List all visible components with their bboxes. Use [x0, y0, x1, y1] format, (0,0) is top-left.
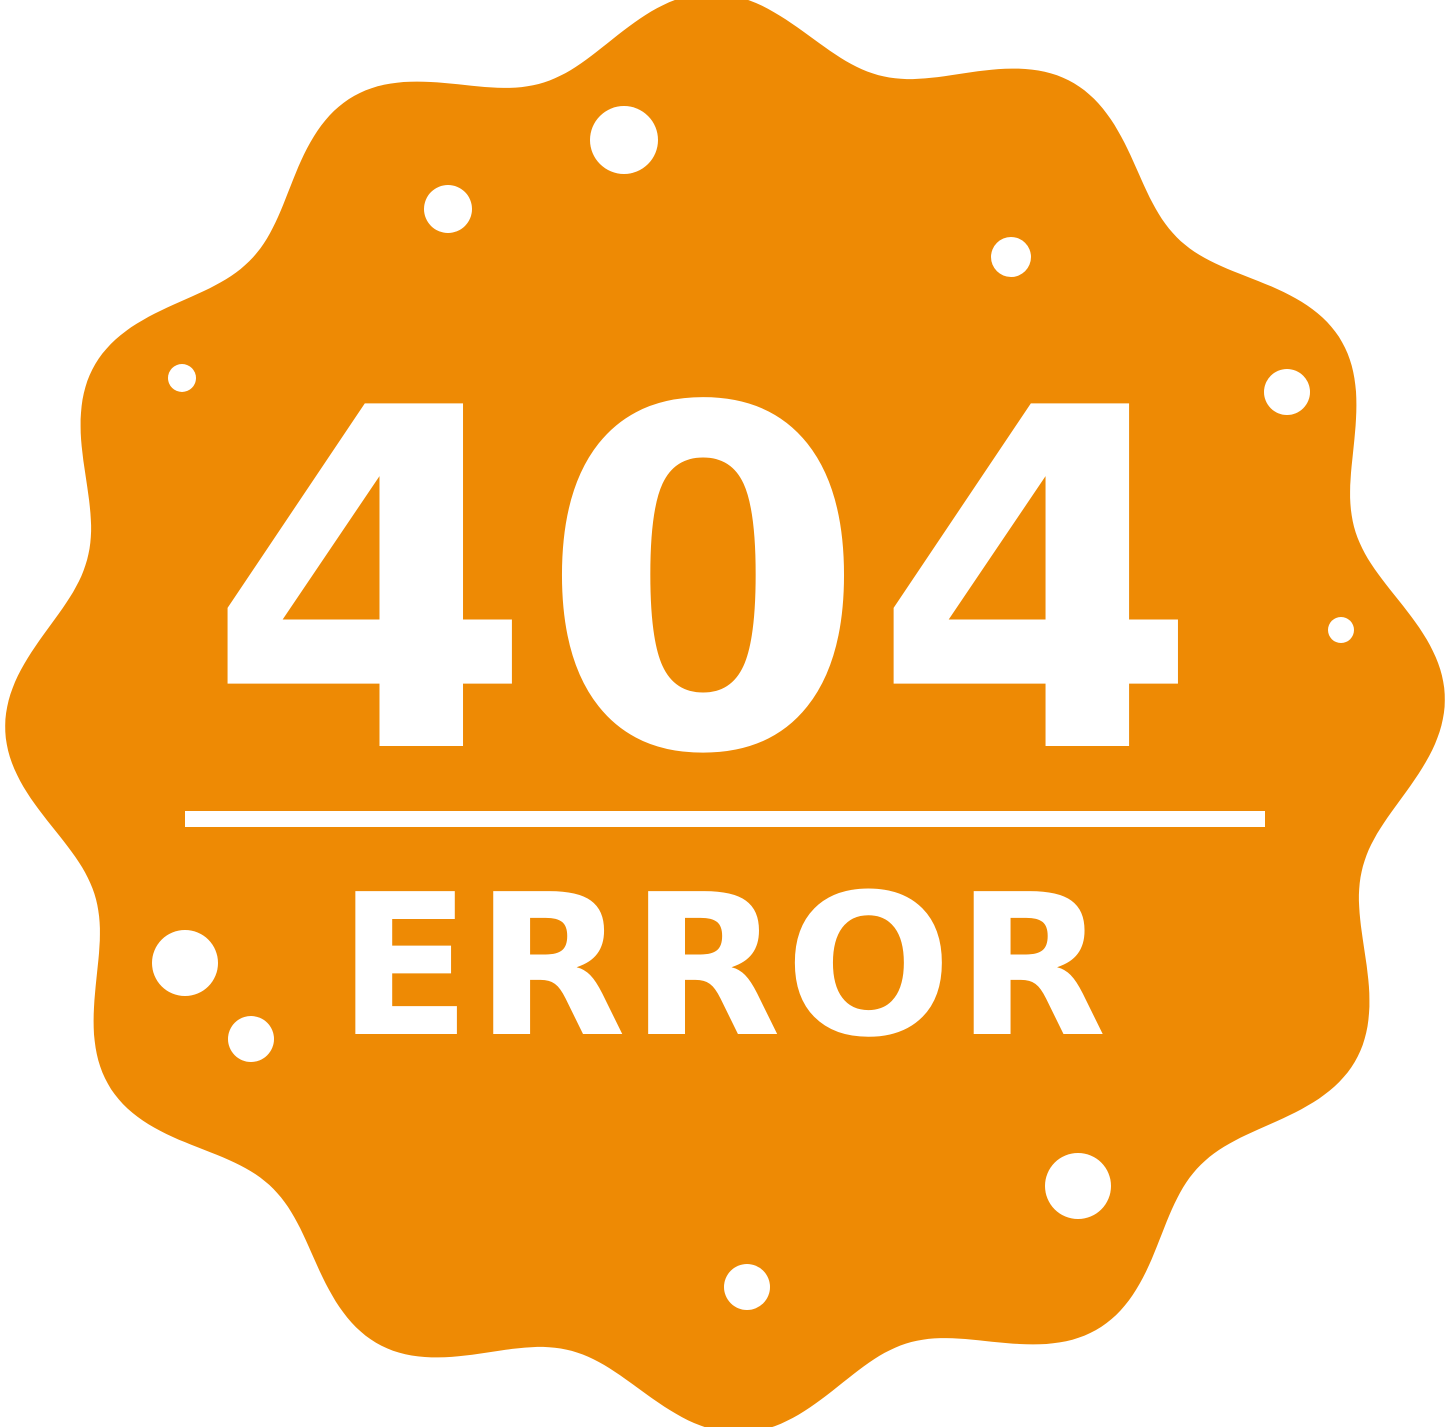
- error-code: 404: [206, 310, 1205, 857]
- dot-icon: [228, 1016, 274, 1062]
- dot-icon: [991, 237, 1031, 277]
- dot-icon: [1328, 617, 1354, 643]
- dot-icon: [590, 106, 658, 174]
- dot-icon: [1045, 1153, 1111, 1219]
- scalloped-badge-icon: [5, 0, 1445, 1427]
- error-label: ERROR: [337, 853, 1110, 1081]
- decorative-dots: [152, 106, 1354, 1310]
- dot-icon: [168, 364, 196, 392]
- dot-icon: [424, 185, 472, 233]
- dot-icon: [152, 930, 218, 996]
- divider-line: [185, 811, 1265, 827]
- dot-icon: [1264, 369, 1310, 415]
- dot-icon: [724, 1264, 770, 1310]
